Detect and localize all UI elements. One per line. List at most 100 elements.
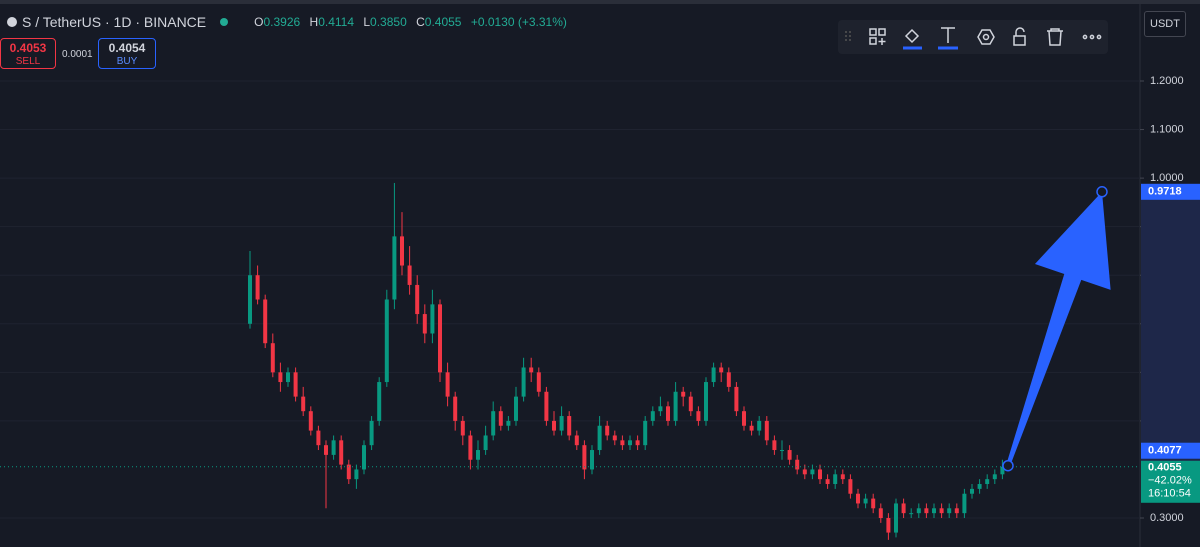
candle-body	[582, 445, 587, 470]
candle-body	[871, 498, 876, 509]
ohlc: O0.3926 H0.4114 L0.3850 C0.4055 +0.0130 …	[254, 15, 573, 29]
candle-body	[673, 391, 678, 421]
candle-body	[483, 435, 488, 451]
toolbar-icons	[845, 27, 1102, 50]
candle-body	[498, 411, 503, 426]
target-price-box	[1141, 183, 1200, 200]
start-price-label: 0.4077	[1148, 445, 1182, 457]
lock-icon[interactable]	[1013, 27, 1026, 46]
candle-body	[962, 493, 967, 514]
candle-body	[947, 508, 952, 514]
top-border	[0, 0, 1200, 4]
candle-body	[612, 435, 617, 441]
buy-label: BUY	[116, 56, 138, 67]
candle-body	[810, 469, 815, 475]
arrow-start-handle	[1002, 459, 1014, 472]
candle-body	[894, 503, 898, 533]
candle-body	[726, 372, 731, 387]
y-tick-label: 1.1000	[1150, 123, 1184, 135]
delete-icon[interactable]	[1047, 28, 1063, 46]
target-price-label: 0.9718	[1148, 186, 1182, 198]
candle-body	[704, 382, 708, 421]
candle-body	[772, 440, 777, 451]
candle-body	[597, 425, 602, 451]
buy-button[interactable]: 0.4054 BUY	[98, 38, 156, 69]
candle-body	[377, 382, 382, 421]
template-icon[interactable]	[869, 28, 886, 45]
settings-icon[interactable]	[977, 29, 995, 45]
start-price-box	[1141, 442, 1200, 459]
candle-body	[658, 406, 663, 412]
candle-body	[331, 440, 336, 455]
candle-body	[286, 372, 290, 383]
y-tick-label: 1.2000	[1150, 75, 1184, 87]
candle-body	[400, 236, 404, 266]
candle-body	[384, 299, 389, 383]
candle-body	[445, 372, 450, 397]
arrow	[1006, 191, 1111, 467]
candle-body	[840, 474, 845, 480]
candle-body	[422, 314, 427, 334]
buy-price: 0.4054	[108, 41, 146, 55]
candle-body	[559, 416, 564, 431]
l-value: 0.3850	[370, 15, 407, 29]
candle-body	[339, 440, 344, 465]
drawing-toolbar	[838, 20, 1108, 54]
last-price-label: 0.4055	[1148, 462, 1182, 474]
sell-button[interactable]: 0.4053 SELL	[0, 38, 56, 69]
candle-body	[916, 508, 921, 514]
candle-body	[301, 396, 306, 412]
symbol: S / TetherUS · 1D · BINANCE	[22, 14, 207, 30]
candle-body	[308, 411, 313, 431]
candle-body	[863, 498, 868, 504]
candle-body	[620, 440, 625, 446]
candle-body	[643, 420, 648, 446]
candle-body	[970, 488, 974, 494]
y-tick-label: 0.3000	[1150, 512, 1184, 524]
candle-body	[992, 474, 997, 480]
symbol-header: S / TetherUS · 1D · BINANCE O0.3926 H0.4…	[6, 14, 573, 30]
candle-body	[825, 479, 830, 485]
fill-icon[interactable]	[903, 28, 922, 50]
candle-body	[909, 513, 914, 515]
candle-body	[711, 367, 716, 383]
candle-body	[681, 391, 686, 397]
text-icon[interactable]	[938, 27, 958, 50]
candle-body	[567, 416, 572, 436]
candle-body	[795, 459, 800, 470]
candle-body	[263, 299, 268, 344]
candle-body	[719, 367, 724, 373]
candle-body	[544, 391, 549, 421]
candle-body	[977, 484, 982, 489]
candle-body	[932, 508, 936, 514]
more-icon[interactable]	[1082, 34, 1102, 40]
candle-body	[818, 469, 822, 480]
candle-body	[605, 425, 610, 436]
candle-body	[749, 425, 754, 431]
candle-body	[856, 493, 860, 504]
candle-body	[666, 406, 670, 421]
candle-body	[764, 420, 769, 441]
candle-body	[521, 367, 526, 397]
sell-label: SELL	[15, 56, 41, 67]
candle-body	[270, 343, 275, 373]
candle-body	[833, 474, 838, 485]
candle-body	[650, 411, 655, 421]
candle-body	[552, 420, 556, 431]
candle-body	[362, 445, 366, 470]
candle-body	[780, 450, 784, 452]
candle-body	[574, 435, 579, 446]
candle-body	[787, 450, 792, 460]
candle-body	[460, 420, 465, 436]
currency-button[interactable]: USDT	[1144, 11, 1186, 37]
candle-body	[346, 464, 351, 480]
candle-body	[316, 430, 321, 446]
candle-body	[985, 479, 990, 485]
candle-body	[506, 420, 511, 426]
sell-price: 0.4053	[9, 41, 47, 55]
candle-body	[255, 275, 260, 300]
last-price-box	[1141, 460, 1200, 503]
candle-body	[369, 420, 374, 446]
